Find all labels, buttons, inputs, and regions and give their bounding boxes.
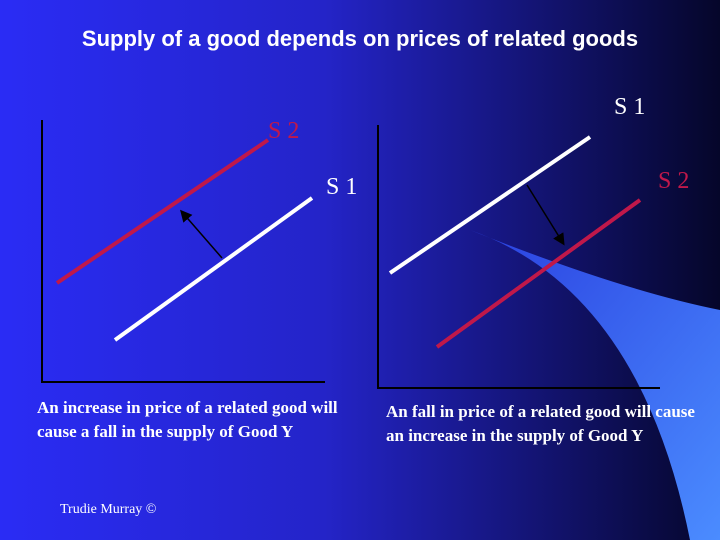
supply-line bbox=[388, 135, 592, 275]
supply-line bbox=[113, 196, 314, 342]
supply-line bbox=[55, 138, 270, 285]
left-axes bbox=[41, 120, 325, 383]
curve-label: S 2 bbox=[268, 118, 300, 144]
curve-label: S 1 bbox=[326, 174, 358, 200]
right-axes bbox=[377, 125, 660, 389]
shift-arrow bbox=[180, 209, 223, 259]
caption: An fall in price of a related good will … bbox=[386, 402, 695, 445]
shift-arrow bbox=[526, 184, 565, 246]
title: Supply of a good depends on prices of re… bbox=[81, 26, 639, 51]
caption: An increase in price of a related good w… bbox=[37, 398, 338, 441]
swoosh bbox=[470, 230, 720, 540]
supply-line bbox=[435, 198, 642, 349]
curve-label: S 2 bbox=[658, 168, 690, 194]
footer: Trudie Murray © bbox=[60, 502, 157, 517]
curve-label: S 1 bbox=[614, 94, 646, 120]
